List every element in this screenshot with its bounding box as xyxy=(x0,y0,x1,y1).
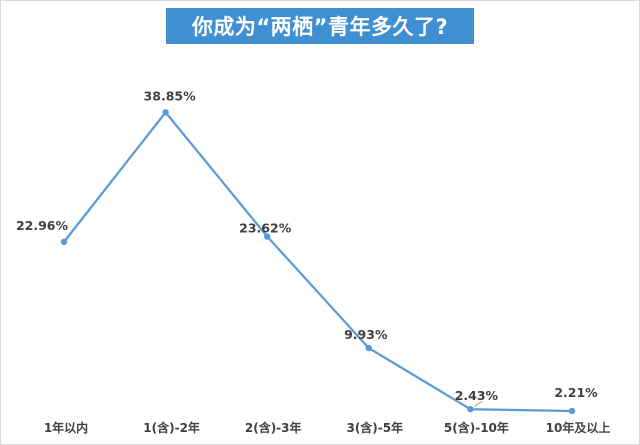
x-tick-label: 3(含)-5年 xyxy=(346,420,403,435)
x-tick-label: 10年及以上 xyxy=(546,420,611,435)
data-label: 38.85% xyxy=(144,88,197,103)
data-point xyxy=(264,233,271,240)
data-label: 9.93% xyxy=(344,327,388,342)
data-point xyxy=(568,407,576,415)
data-point xyxy=(162,109,169,116)
data-point xyxy=(60,238,68,246)
x-tick-label: 5(含)-10年 xyxy=(444,420,509,435)
data-label: 23.62% xyxy=(239,220,292,235)
x-tick-label: 1年以内 xyxy=(44,420,88,435)
label-leader-line xyxy=(474,400,483,407)
chart-title-box: 你成为“两栖”青年多久了? xyxy=(166,8,474,44)
data-point xyxy=(467,405,474,413)
x-tick-label: 1(含)-2年 xyxy=(143,420,200,435)
data-label: 2.21% xyxy=(554,385,598,400)
data-point xyxy=(365,344,372,352)
series-line xyxy=(63,111,573,413)
data-label: 2.43% xyxy=(455,388,499,403)
data-label: 22.96% xyxy=(16,218,69,233)
chart-title: 你成为“两栖”青年多久了? xyxy=(191,15,449,39)
x-tick-label: 2(含)-3年 xyxy=(245,420,302,435)
